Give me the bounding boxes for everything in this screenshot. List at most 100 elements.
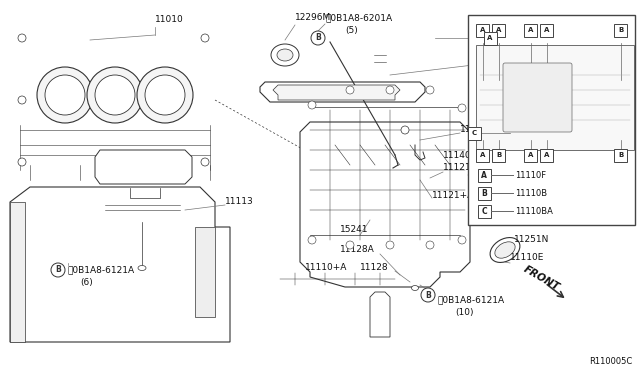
Ellipse shape <box>490 238 520 262</box>
FancyBboxPatch shape <box>524 149 537 162</box>
Circle shape <box>51 263 65 277</box>
Ellipse shape <box>412 285 419 291</box>
Text: A: A <box>487 35 493 41</box>
Circle shape <box>346 241 354 249</box>
Circle shape <box>458 104 466 112</box>
Circle shape <box>87 67 143 123</box>
Circle shape <box>346 86 354 94</box>
Text: 11110F: 11110F <box>515 170 546 180</box>
Text: FRONT: FRONT <box>522 264 561 292</box>
Circle shape <box>308 236 316 244</box>
Text: B: B <box>55 266 61 275</box>
Text: A: A <box>528 152 534 158</box>
Circle shape <box>37 67 93 123</box>
Text: B: B <box>481 189 487 198</box>
Text: A: A <box>496 27 502 33</box>
Text: A: A <box>544 152 550 158</box>
FancyBboxPatch shape <box>476 149 489 162</box>
FancyBboxPatch shape <box>492 149 505 162</box>
FancyBboxPatch shape <box>478 169 491 182</box>
Text: 11140: 11140 <box>443 151 472 160</box>
Circle shape <box>18 158 26 166</box>
Text: 12296M: 12296M <box>295 13 332 22</box>
Text: (10): (10) <box>455 308 474 317</box>
FancyBboxPatch shape <box>524 24 537 37</box>
Text: 11012G: 11012G <box>460 125 495 135</box>
Circle shape <box>201 158 209 166</box>
Circle shape <box>421 288 435 302</box>
Text: B: B <box>618 27 623 33</box>
FancyBboxPatch shape <box>478 205 491 218</box>
Ellipse shape <box>271 44 299 66</box>
Text: 11121: 11121 <box>443 164 472 173</box>
Text: (5): (5) <box>345 26 358 35</box>
Text: A: A <box>544 27 550 33</box>
Text: 11121+A: 11121+A <box>432 190 474 199</box>
Circle shape <box>201 34 209 42</box>
Circle shape <box>137 67 193 123</box>
Text: 11110E: 11110E <box>510 253 545 263</box>
Text: 11128: 11128 <box>360 263 388 273</box>
FancyBboxPatch shape <box>540 24 553 37</box>
Circle shape <box>45 75 85 115</box>
FancyBboxPatch shape <box>476 24 489 37</box>
Polygon shape <box>195 227 215 317</box>
Circle shape <box>401 126 409 134</box>
Circle shape <box>308 101 316 109</box>
Text: (6): (6) <box>80 278 93 286</box>
FancyBboxPatch shape <box>484 32 497 45</box>
Text: 11110: 11110 <box>495 173 524 183</box>
Polygon shape <box>370 292 390 337</box>
FancyBboxPatch shape <box>468 127 481 140</box>
Polygon shape <box>300 122 470 287</box>
Circle shape <box>426 241 434 249</box>
Text: 11251N: 11251N <box>514 235 549 244</box>
Text: 15241: 15241 <box>340 225 369 234</box>
Circle shape <box>145 75 185 115</box>
Text: 11110B: 11110B <box>515 189 547 198</box>
Circle shape <box>95 75 135 115</box>
Ellipse shape <box>277 49 293 61</box>
Circle shape <box>18 96 26 104</box>
Text: Ⓑ0B1A8-6201A: Ⓑ0B1A8-6201A <box>325 13 392 22</box>
Circle shape <box>18 34 26 42</box>
Text: C: C <box>481 206 487 215</box>
Text: R110005C: R110005C <box>589 357 632 366</box>
FancyBboxPatch shape <box>476 45 634 150</box>
Circle shape <box>386 86 394 94</box>
Text: 11010: 11010 <box>155 16 184 25</box>
Text: A: A <box>481 170 487 180</box>
Text: 11128A: 11128A <box>340 246 375 254</box>
Polygon shape <box>273 85 400 100</box>
Text: 11110BA: 11110BA <box>515 206 553 215</box>
Text: C: C <box>472 130 477 136</box>
Polygon shape <box>10 202 25 342</box>
Circle shape <box>458 236 466 244</box>
Circle shape <box>426 86 434 94</box>
FancyBboxPatch shape <box>503 63 572 132</box>
Text: A: A <box>480 152 486 158</box>
Text: 11110+A: 11110+A <box>305 263 348 273</box>
FancyBboxPatch shape <box>614 149 627 162</box>
Text: A: A <box>480 27 486 33</box>
Polygon shape <box>95 150 192 184</box>
FancyBboxPatch shape <box>540 149 553 162</box>
Text: A: A <box>528 27 534 33</box>
Ellipse shape <box>495 242 515 258</box>
Text: Ⓑ0B1A8-6121A: Ⓑ0B1A8-6121A <box>437 295 504 305</box>
Text: Ⓑ0B1A8-6121A: Ⓑ0B1A8-6121A <box>68 266 135 275</box>
Text: 11113: 11113 <box>225 198 253 206</box>
Text: B: B <box>497 152 502 158</box>
Circle shape <box>386 241 394 249</box>
Ellipse shape <box>138 266 146 270</box>
Text: B: B <box>618 152 623 158</box>
Polygon shape <box>10 187 230 342</box>
Text: 11110FA: 11110FA <box>492 33 531 42</box>
Circle shape <box>311 31 325 45</box>
Text: 1103B: 1103B <box>492 55 521 64</box>
Polygon shape <box>260 82 425 102</box>
FancyBboxPatch shape <box>614 24 627 37</box>
Bar <box>468 15 635 225</box>
FancyBboxPatch shape <box>492 24 505 37</box>
FancyBboxPatch shape <box>478 187 491 200</box>
